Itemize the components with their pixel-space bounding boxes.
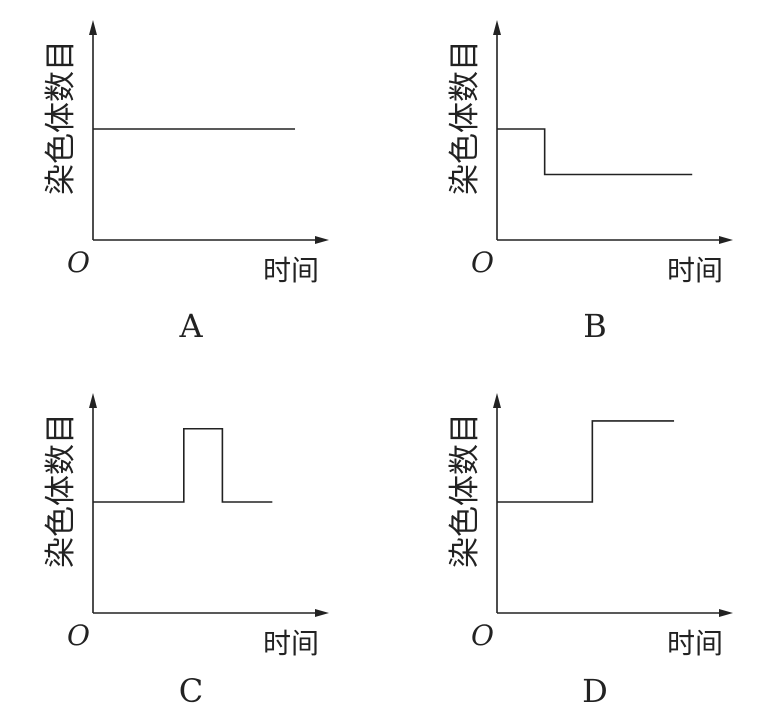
y-axis-label: 染色体数目	[447, 413, 483, 568]
series-line	[497, 420, 675, 503]
origin-label: O	[471, 619, 494, 652]
y-axis-arrow-icon	[89, 20, 97, 35]
x-axis-arrow-icon	[315, 236, 329, 244]
y-axis-label: 染色体数目	[43, 40, 79, 195]
x-axis-label: 时间	[263, 627, 319, 660]
x-axis-label: 时间	[263, 254, 319, 287]
origin-label: O	[67, 246, 90, 279]
y-axis-arrow-icon	[89, 393, 97, 408]
origin-label: O	[67, 619, 90, 652]
series-line	[497, 128, 693, 176]
panel-label: B	[583, 307, 607, 345]
x-axis-label: 时间	[667, 254, 723, 287]
y-axis-label: 染色体数目	[43, 413, 79, 568]
x-axis-arrow-icon	[719, 609, 733, 617]
series-line	[93, 427, 273, 503]
x-axis-label: 时间	[667, 627, 723, 660]
x-axis-arrow-icon	[315, 609, 329, 617]
y-axis-arrow-icon	[493, 20, 501, 35]
panel-label: C	[179, 672, 203, 710]
y-axis-arrow-icon	[493, 393, 501, 408]
origin-label: O	[471, 246, 494, 279]
y-axis-label: 染色体数目	[447, 40, 483, 195]
panel-label: D	[582, 672, 608, 710]
panel-label: A	[178, 307, 203, 345]
x-axis-arrow-icon	[719, 236, 733, 244]
